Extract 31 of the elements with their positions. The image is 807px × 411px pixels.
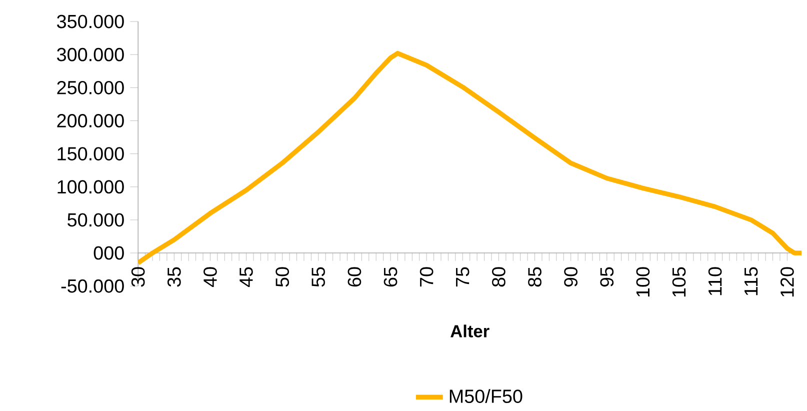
- x-tick-label: 45: [240, 266, 253, 287]
- y-tick-label: 000: [94, 246, 124, 260]
- y-tick-label: 50.000: [68, 212, 124, 226]
- x-tick-label: 60: [348, 266, 362, 286]
- y-tick-label: 250.000: [57, 80, 124, 94]
- x-tick-label: 115: [744, 266, 758, 295]
- legend-label: M50/F50: [450, 388, 522, 403]
- x-tick-label: 65: [384, 266, 398, 286]
- y-tick-label: 200.000: [57, 114, 124, 128]
- x-tick-label: 120: [780, 266, 794, 296]
- x-tick-label: 105: [672, 267, 686, 296]
- y-tick-label: -50.000: [61, 279, 124, 292]
- x-axis-title: Alter: [450, 324, 490, 338]
- x-tick-label: 75: [456, 266, 470, 286]
- x-tick-label: 100: [636, 266, 650, 296]
- x-tick-label: 35: [167, 266, 181, 287]
- x-tick-label: 30: [131, 266, 145, 287]
- x-tick-label: 85: [528, 266, 542, 286]
- x-tick-label: 90: [564, 266, 578, 286]
- y-tick-label: 150.000: [58, 146, 124, 160]
- y-tick-label: 100.000: [58, 180, 124, 194]
- x-tick-label: 70: [420, 266, 434, 286]
- x-tick-label: 80: [492, 266, 506, 286]
- x-tick-label: 50: [276, 266, 290, 286]
- x-tick-label: 55: [312, 266, 325, 286]
- x-tick-label: 110: [708, 266, 722, 295]
- line-series: [138, 50, 802, 266]
- y-tick-label: 350.000: [57, 14, 124, 28]
- x-tick-label: 40: [204, 266, 217, 287]
- y-tick-label: 300.000: [57, 48, 124, 62]
- x-tick-label: 95: [600, 266, 614, 286]
